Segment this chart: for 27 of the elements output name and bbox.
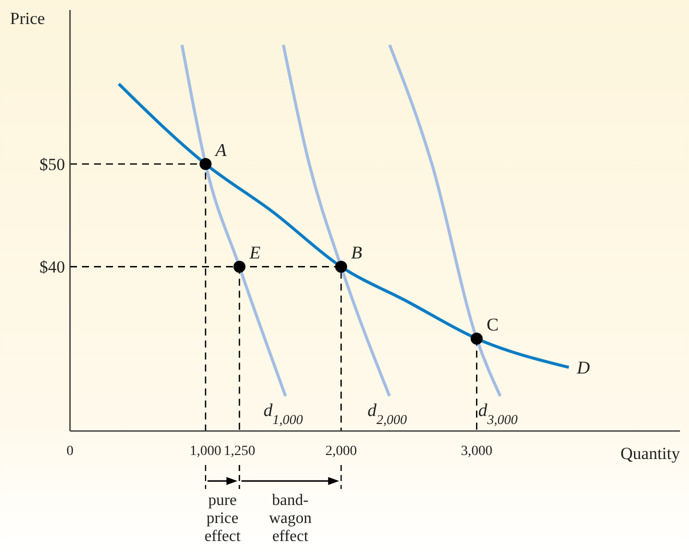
series-label: d$_{3,000}$ [478,400,518,427]
series-label: d$_{2,000}$ [368,400,408,427]
series-label: D [576,357,590,378]
y-tick-label: $50 [40,155,65,174]
x-axis-title: Quantity [620,444,680,463]
annotation: A [214,140,228,160]
x-tick-label: 1,000 [190,444,222,459]
point [233,260,246,273]
y-axis-title: Price [10,9,45,28]
annotation: B [351,242,362,263]
x-tick-label: 3,000 [460,444,492,459]
x-tick-label: 2,000 [325,444,357,459]
x-tick-label: 0 [66,444,74,459]
point [200,158,212,170]
annotation: C [486,314,499,335]
series-label: d$_{1,000}$ [264,400,304,427]
x-tick-label: 1,250 [224,444,256,459]
line-series [117,82,570,369]
line-series [282,43,392,398]
y-tick-label: $40 [40,258,65,277]
text: band-wagon effect [268,492,312,545]
annotation: E [248,242,260,263]
point [470,332,483,345]
point [335,260,348,273]
line-series [388,43,502,398]
text: pure price effect [204,492,242,545]
line-series [180,43,288,398]
